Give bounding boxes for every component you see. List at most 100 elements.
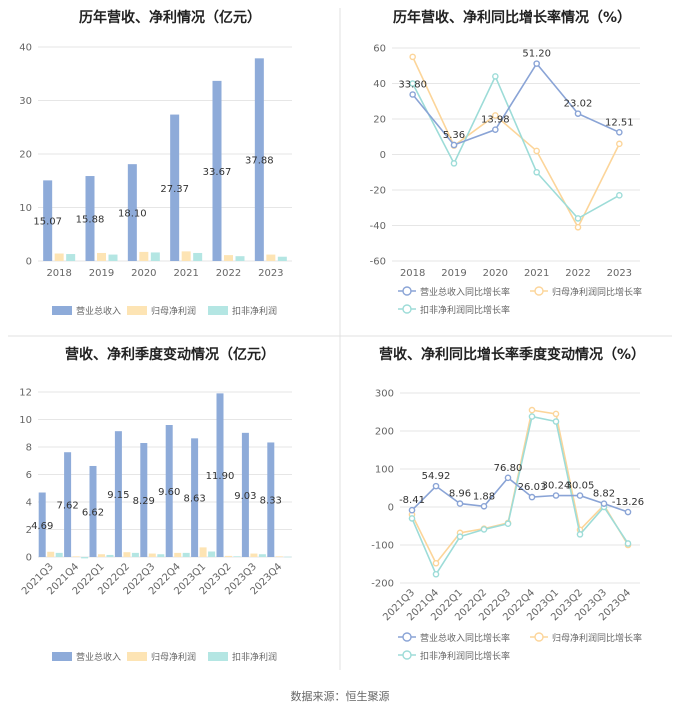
bar-deducted-profit <box>131 552 139 557</box>
line-data-label: 30.24 <box>542 481 571 492</box>
bar-revenue <box>127 164 137 261</box>
y-tick-label: 30 <box>19 96 32 107</box>
chart-title: 营收、净利同比增长率季度变动情况（%） <box>379 346 645 363</box>
legend-marker <box>534 632 544 642</box>
bar-net-profit <box>174 552 182 557</box>
line-point <box>552 410 560 418</box>
bar-data-label: 6.62 <box>82 507 104 518</box>
bar-net-profit <box>224 255 233 261</box>
line-point <box>504 474 512 482</box>
line-point <box>574 110 582 117</box>
bar-net-profit <box>123 552 131 557</box>
legend-label: 扣非净利润 <box>232 305 277 317</box>
bar-net-profit <box>199 547 207 557</box>
legend-label: 营业总收入同比增长率 <box>420 286 510 298</box>
line-data-label: 5.36 <box>443 130 465 141</box>
line-point <box>576 492 584 499</box>
line-point <box>408 506 416 514</box>
legend-marker <box>402 304 412 314</box>
bar-deducted-profit <box>182 552 190 557</box>
bar-revenue <box>241 432 249 557</box>
x-tick-label: 2021 <box>173 268 198 279</box>
legend-label: 扣非净利润 <box>232 651 277 663</box>
bar-data-label: 8.29 <box>133 496 155 507</box>
line-point <box>456 500 464 507</box>
bar-deducted-profit <box>235 256 245 261</box>
line-point <box>528 406 536 414</box>
bar-data-label: 15.07 <box>33 217 62 228</box>
y-tick-label: 200 <box>375 427 394 438</box>
bar-deducted-profit <box>258 554 266 557</box>
source-note: 数据来源：恒生聚源 <box>291 689 390 703</box>
bar-revenue <box>43 180 53 261</box>
line-data-label: 8.96 <box>449 489 471 500</box>
bar-data-label: 9.03 <box>234 491 256 502</box>
bar-data-label: 18.10 <box>118 209 147 220</box>
line-point <box>616 192 623 199</box>
line-point <box>552 492 560 499</box>
bar-net-profit <box>139 251 149 261</box>
line-point <box>492 112 499 119</box>
quarterly-growth-chart: 营收、净利同比增长率季度变动情况（%）-200-1000100200300202… <box>371 346 645 662</box>
line-point <box>450 141 458 149</box>
legend-label: 营业总收入 <box>76 651 121 663</box>
line-point <box>616 128 623 136</box>
y-tick-label: -40 <box>370 221 386 232</box>
bar-net-profit <box>181 251 191 261</box>
line-data-label: -8.41 <box>399 495 425 506</box>
x-tick-label: 2020 <box>131 268 156 279</box>
bar-deducted-profit <box>55 552 63 557</box>
line-series-revenue-growth <box>411 476 629 513</box>
legend-label: 归母净利润 <box>151 305 196 317</box>
line-data-label: 13.98 <box>481 115 510 126</box>
line-data-label: -13.26 <box>612 497 644 508</box>
x-tick-label: 2018 <box>46 268 71 279</box>
bar-revenue <box>212 80 222 261</box>
bar-revenue <box>267 442 275 557</box>
bar-revenue <box>38 492 46 557</box>
y-tick-label: 300 <box>375 389 394 400</box>
y-tick-label: 8 <box>26 443 32 454</box>
bar-deducted-profit <box>108 254 118 261</box>
line-point <box>552 418 560 425</box>
legend-marker <box>402 632 412 642</box>
line-series-deducted-profit-growth <box>411 415 629 576</box>
y-tick-label: -200 <box>371 579 394 590</box>
y-tick-label: 4 <box>26 498 32 509</box>
line-data-label: 23.02 <box>564 99 593 110</box>
line-point <box>624 508 632 516</box>
line-data-label: 76.80 <box>494 463 523 474</box>
line-data-label: 26.03 <box>518 482 547 493</box>
x-tick-label: 2021 <box>524 268 549 279</box>
line-point <box>408 515 416 522</box>
x-tick-label: 2018 <box>400 268 425 279</box>
annual-growth-chart: 历年营收、净利同比增长率情况（%） -60 -40 -20 0 20 40 60 2018 201… <box>370 9 642 316</box>
x-tick-label: 2023 <box>607 268 632 279</box>
line-point <box>533 147 540 155</box>
line-point <box>480 502 488 510</box>
line-data-label: 30.05 <box>566 481 595 492</box>
x-tick-label: 2019 <box>89 268 114 279</box>
bar-data-label: 37.88 <box>245 156 274 167</box>
line-series-revenue-growth <box>412 62 620 146</box>
line-series-deducted-profit-growth <box>411 74 620 220</box>
bar-deducted-profit <box>157 554 165 557</box>
y-tick-label: 100 <box>375 465 394 476</box>
bar-deducted-profit <box>66 254 76 261</box>
y-tick-label: 20 <box>373 115 386 126</box>
legend-swatch <box>52 306 72 315</box>
line-point <box>409 91 416 98</box>
line-point <box>533 60 540 67</box>
bar-data-label: 9.60 <box>158 487 180 498</box>
legend-marker <box>402 650 412 660</box>
y-tick-label: 2 <box>26 525 32 536</box>
line-point <box>574 215 582 222</box>
line-point <box>492 73 499 80</box>
y-tick-label: 0 <box>380 150 386 161</box>
y-tick-label: -60 <box>370 257 386 268</box>
bar-revenue <box>216 393 224 557</box>
legend-label: 扣非净利润同比增长率 <box>420 650 510 662</box>
bar-net-profit <box>148 553 156 557</box>
bar-revenue <box>85 176 95 261</box>
